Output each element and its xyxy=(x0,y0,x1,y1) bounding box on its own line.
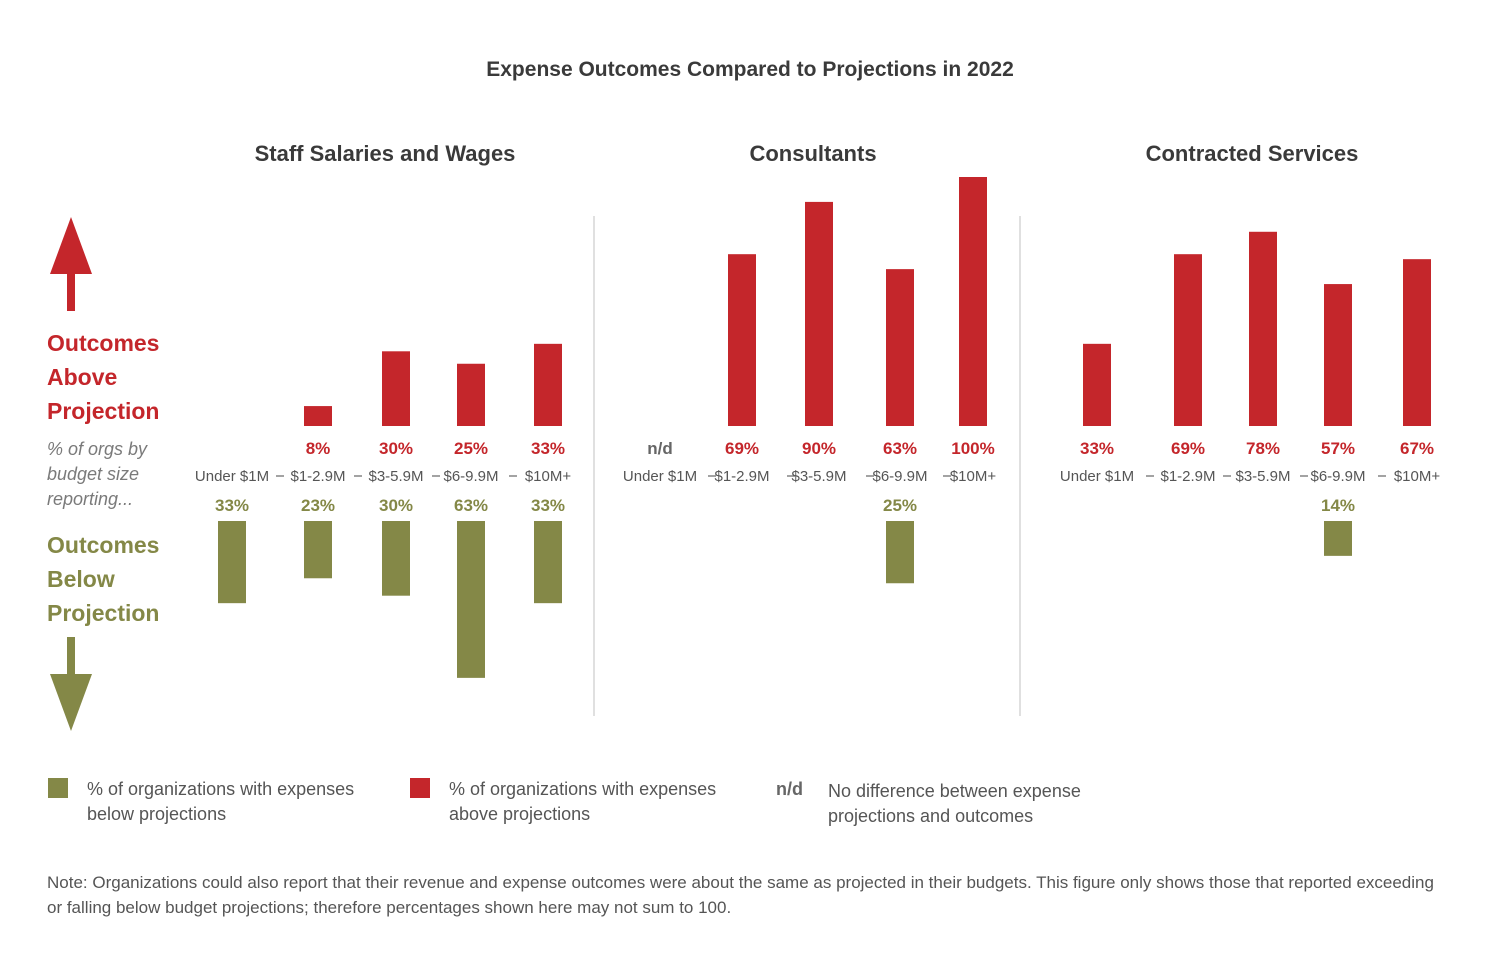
category-label: $10M+ xyxy=(950,468,997,485)
outcomes-above-label: Outcomes Above Projection xyxy=(47,326,159,428)
above-projection-bar xyxy=(457,363,485,426)
category-label: $6-9.9M xyxy=(872,468,927,485)
above-projection-bar xyxy=(728,254,756,426)
legend-nd-text: No difference between expense projection… xyxy=(828,779,1081,829)
above-value-label: 100% xyxy=(951,439,994,458)
above-value-label: 69% xyxy=(725,439,759,458)
outcomes-below-line-3: Projection xyxy=(47,600,160,626)
outcomes-above-line-2: Above xyxy=(47,364,118,390)
below-projection-bar xyxy=(218,521,246,604)
above-value-label: 63% xyxy=(883,439,917,458)
up-arrow-icon xyxy=(50,217,92,311)
below-projection-bar xyxy=(534,521,562,604)
above-value-label: 33% xyxy=(531,439,565,458)
above-projection-bar xyxy=(1174,254,1202,426)
above-value-label: 69% xyxy=(1171,439,1205,458)
above-value-label: 90% xyxy=(802,439,836,458)
legend-above-swatch xyxy=(410,778,430,798)
above-value-label: 67% xyxy=(1400,439,1434,458)
category-label: $6-9.9M xyxy=(443,468,498,485)
legend-nd-line-2: projections and outcomes xyxy=(828,806,1034,826)
category-label: $10M+ xyxy=(1394,468,1441,485)
category-label: $1-2.9M xyxy=(714,468,769,485)
note-line-1: % of orgs by xyxy=(47,439,148,459)
category-label: $10M+ xyxy=(525,468,572,485)
below-projection-bar xyxy=(1324,521,1352,556)
below-value-label: 30% xyxy=(379,496,413,515)
category-label: Under $1M xyxy=(1060,468,1134,485)
category-label: Under $1M xyxy=(195,468,269,485)
outcomes-below-label: Outcomes Below Projection xyxy=(47,528,159,630)
below-value-label: 14% xyxy=(1321,496,1355,515)
above-value-label: 30% xyxy=(379,439,413,458)
category-label: $1-2.9M xyxy=(290,468,345,485)
below-projection-bar xyxy=(886,521,914,584)
above-projection-bar xyxy=(1249,231,1277,426)
outcomes-above-line-3: Projection xyxy=(47,398,160,424)
above-projection-bar xyxy=(1083,343,1111,426)
category-label: $3-5.9M xyxy=(1235,468,1290,485)
panel-title-contracted-services: Contracted Services xyxy=(1145,141,1359,166)
legend-below-line-1: % of organizations with expenses xyxy=(87,779,355,799)
above-projection-bar xyxy=(805,201,833,426)
category-label: Under $1M xyxy=(623,468,697,485)
below-value-label: 33% xyxy=(531,496,565,515)
category-label: $1-2.9M xyxy=(1160,468,1215,485)
below-projection-bar xyxy=(304,521,332,579)
panel-title-staff-salaries: Staff Salaries and Wages xyxy=(254,141,516,166)
above-value-label: 8% xyxy=(306,439,331,458)
category-label: $3-5.9M xyxy=(368,468,423,485)
note-line-2: budget size xyxy=(47,464,140,484)
below-projection-bar xyxy=(457,521,485,678)
legend-above-line-2: above projections xyxy=(449,804,591,824)
outcomes-below-line-1: Outcomes xyxy=(47,532,160,558)
above-value-label: 57% xyxy=(1321,439,1355,458)
chart-title: Expense Outcomes Compared to Projections… xyxy=(486,58,1014,81)
above-projection-bar xyxy=(1324,284,1352,426)
above-projection-bar xyxy=(1403,259,1431,426)
above-projection-bar xyxy=(886,269,914,426)
legend-below-line-2: below projections xyxy=(87,804,227,824)
above-projection-bar xyxy=(959,177,987,426)
legend-nd-marker: n/d xyxy=(776,779,803,799)
panel-title-consultants: Consultants xyxy=(749,141,877,166)
footnote: Note: Organizations could also report th… xyxy=(47,873,1434,917)
above-value-label: 78% xyxy=(1246,439,1280,458)
outcomes-below-line-2: Below xyxy=(47,566,115,592)
outcomes-above-line-1: Outcomes xyxy=(47,330,160,356)
below-value-label: 25% xyxy=(883,496,917,515)
legend-below-swatch xyxy=(48,778,68,798)
category-label: $6-9.9M xyxy=(1310,468,1365,485)
no-difference-label: n/d xyxy=(647,439,673,458)
below-value-label: 33% xyxy=(215,496,249,515)
below-value-label: 23% xyxy=(301,496,335,515)
category-label: $3-5.9M xyxy=(791,468,846,485)
below-value-label: 63% xyxy=(454,496,488,515)
below-projection-bar xyxy=(382,521,410,596)
above-value-label: 25% xyxy=(454,439,488,458)
above-projection-bar xyxy=(534,343,562,426)
legend-above-text: % of organizations with expenses above p… xyxy=(449,777,716,827)
legend-nd-line-1: No difference between expense xyxy=(828,781,1081,801)
legend-below-text: % of organizations with expenses below p… xyxy=(87,777,354,827)
legend-above-line-1: % of organizations with expenses xyxy=(449,779,717,799)
note-line-3: reporting... xyxy=(47,489,134,509)
orgs-by-budget-note: % of orgs by budget size reporting... xyxy=(47,437,147,512)
above-projection-bar xyxy=(382,351,410,426)
above-value-label: 33% xyxy=(1080,439,1114,458)
down-arrow-icon xyxy=(50,637,92,731)
above-projection-bar xyxy=(304,406,332,426)
